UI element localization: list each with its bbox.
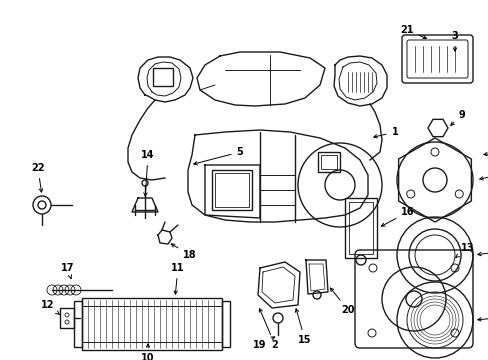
Text: 9: 9 (450, 110, 465, 125)
Text: 2: 2 (259, 309, 278, 350)
Text: 21: 21 (400, 25, 426, 39)
Text: 10: 10 (141, 344, 154, 360)
Text: 14: 14 (141, 150, 154, 196)
Bar (215, 173, 248, 207)
Bar (212, 170, 251, 210)
Text: 19: 19 (253, 337, 274, 350)
Text: 17: 17 (61, 263, 75, 279)
Bar (74, 301, 82, 347)
Bar (345, 198, 376, 258)
Bar (317, 152, 339, 172)
Text: 16: 16 (381, 207, 414, 226)
Text: 6: 6 (479, 170, 488, 180)
Bar (82, 298, 222, 350)
Bar (320, 155, 336, 169)
Text: 15: 15 (295, 309, 311, 345)
Text: 12: 12 (41, 300, 60, 315)
Bar (222, 301, 229, 347)
Text: 8: 8 (477, 313, 488, 323)
Text: 20: 20 (330, 288, 354, 315)
Bar (60, 308, 74, 328)
Text: 13: 13 (455, 243, 474, 257)
Bar (348, 202, 372, 254)
Text: 1: 1 (373, 127, 398, 138)
Text: 22: 22 (31, 163, 45, 192)
Text: 18: 18 (171, 244, 196, 260)
Text: 3: 3 (451, 31, 457, 51)
Polygon shape (197, 52, 325, 106)
Polygon shape (187, 130, 367, 222)
Text: 5: 5 (193, 147, 243, 165)
Text: 7: 7 (477, 247, 488, 257)
Bar (153, 68, 173, 86)
Text: 11: 11 (171, 263, 184, 294)
Text: 4: 4 (483, 147, 488, 157)
